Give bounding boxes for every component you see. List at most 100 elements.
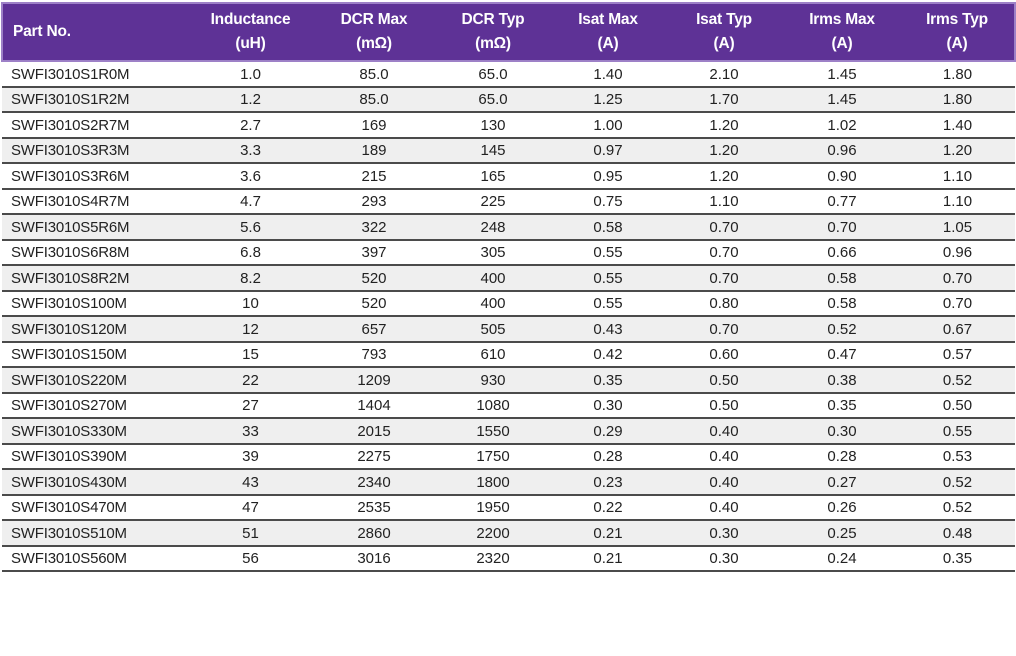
- cell-value: 215: [314, 163, 434, 190]
- cell-part-no: SWFI3010S220M: [2, 367, 187, 394]
- cell-value: 0.96: [784, 137, 900, 164]
- cell-value: 0.55: [552, 265, 664, 292]
- cell-part-no: SWFI3010S3R3M: [2, 137, 187, 164]
- cell-value: 1404: [314, 392, 434, 419]
- cell-value: 27: [187, 392, 314, 419]
- cell-value: 1.10: [900, 188, 1015, 215]
- cell-value: 657: [314, 316, 434, 343]
- cell-value: 0.35: [900, 545, 1015, 572]
- cell-value: 0.30: [664, 520, 784, 547]
- inductor-spec-table: Part No. Inductance (uH) DCR Max (mΩ) DC…: [1, 2, 1016, 572]
- cell-value: 0.53: [900, 443, 1015, 470]
- table-row: SWFI3010S220M 22 1209 930 0.35 0.50 0.38 0.52: [2, 367, 1015, 394]
- col-header-label: Isat Typ: [696, 10, 752, 28]
- cell-value: 0.26: [784, 494, 900, 521]
- col-header-dcr-max: DCR Max (mΩ): [314, 2, 434, 62]
- col-header-unit: (A): [831, 34, 853, 52]
- cell-value: 0.52: [900, 494, 1015, 521]
- cell-value: 1.40: [552, 61, 664, 88]
- cell-value: 85.0: [314, 61, 434, 88]
- table-row: SWFI3010S120M 12 657 505 0.43 0.70 0.52 0.67: [2, 316, 1015, 343]
- col-header-part-no: Part No.: [1, 2, 187, 62]
- cell-part-no: SWFI3010S510M: [2, 520, 187, 547]
- cell-value: 322: [314, 214, 434, 241]
- table-row: SWFI3010S4R7M 4.7 293 225 0.75 1.10 0.77 1.10: [2, 188, 1015, 215]
- cell-part-no: SWFI3010S1R2M: [2, 86, 187, 113]
- cell-value: 1.05: [900, 214, 1015, 241]
- cell-value: 8.2: [187, 265, 314, 292]
- cell-value: 0.35: [552, 367, 664, 394]
- cell-value: 1800: [434, 469, 552, 496]
- col-header-label: DCR Typ: [461, 10, 525, 28]
- cell-value: 10: [187, 290, 314, 317]
- col-header-label: DCR Max: [340, 10, 408, 28]
- cell-part-no: SWFI3010S8R2M: [2, 265, 187, 292]
- cell-value: 225: [434, 188, 552, 215]
- cell-part-no: SWFI3010S2R7M: [2, 112, 187, 139]
- cell-value: 1.45: [784, 61, 900, 88]
- cell-value: 520: [314, 290, 434, 317]
- cell-value: 1080: [434, 392, 552, 419]
- cell-value: 0.55: [552, 239, 664, 266]
- cell-value: 0.25: [784, 520, 900, 547]
- cell-value: 0.58: [784, 290, 900, 317]
- col-header-isat-max: Isat Max (A): [552, 2, 664, 62]
- cell-value: 1950: [434, 494, 552, 521]
- cell-value: 1.00: [552, 112, 664, 139]
- cell-value: 56: [187, 545, 314, 572]
- cell-value: 0.30: [664, 545, 784, 572]
- cell-value: 1.02: [784, 112, 900, 139]
- cell-value: 0.43: [552, 316, 664, 343]
- cell-value: 930: [434, 367, 552, 394]
- cell-value: 0.57: [900, 341, 1015, 368]
- cell-value: 0.70: [664, 214, 784, 241]
- cell-value: 0.75: [552, 188, 664, 215]
- cell-value: 0.22: [552, 494, 664, 521]
- col-header-irms-typ: Irms Typ (A): [900, 2, 1016, 62]
- cell-value: 0.40: [664, 494, 784, 521]
- table-row: SWFI3010S510M 51 2860 2200 0.21 0.30 0.25 0.48: [2, 520, 1015, 547]
- table-row: SWFI3010S3R6M 3.6 215 165 0.95 1.20 0.90 1.10: [2, 163, 1015, 190]
- cell-value: 1750: [434, 443, 552, 470]
- table-row: SWFI3010S470M 47 2535 1950 0.22 0.40 0.26 0.52: [2, 494, 1015, 521]
- col-header-irms-max: Irms Max (A): [784, 2, 900, 62]
- cell-value: 0.40: [664, 469, 784, 496]
- cell-part-no: SWFI3010S100M: [2, 290, 187, 317]
- cell-value: 610: [434, 341, 552, 368]
- cell-part-no: SWFI3010S1R0M: [2, 61, 187, 88]
- cell-value: 2.10: [664, 61, 784, 88]
- cell-part-no: SWFI3010S390M: [2, 443, 187, 470]
- cell-value: 189: [314, 137, 434, 164]
- cell-part-no: SWFI3010S330M: [2, 418, 187, 445]
- cell-value: 165: [434, 163, 552, 190]
- cell-value: 520: [314, 265, 434, 292]
- cell-value: 1.2: [187, 86, 314, 113]
- cell-value: 51: [187, 520, 314, 547]
- cell-value: 0.70: [664, 239, 784, 266]
- cell-value: 0.28: [784, 443, 900, 470]
- table-row: SWFI3010S1R2M 1.2 85.0 65.0 1.25 1.70 1.45 1.80: [2, 86, 1015, 113]
- cell-value: 0.77: [784, 188, 900, 215]
- cell-value: 169: [314, 112, 434, 139]
- cell-value: 0.50: [664, 392, 784, 419]
- cell-value: 0.38: [784, 367, 900, 394]
- cell-value: 4.7: [187, 188, 314, 215]
- cell-value: 0.40: [664, 418, 784, 445]
- cell-value: 0.30: [784, 418, 900, 445]
- cell-value: 47: [187, 494, 314, 521]
- cell-value: 293: [314, 188, 434, 215]
- cell-part-no: SWFI3010S430M: [2, 469, 187, 496]
- cell-value: 1.80: [900, 86, 1015, 113]
- table-row: SWFI3010S2R7M 2.7 169 130 1.00 1.20 1.02 1.40: [2, 112, 1015, 139]
- col-header-unit: (mΩ): [475, 34, 511, 52]
- cell-value: 505: [434, 316, 552, 343]
- cell-value: 397: [314, 239, 434, 266]
- cell-value: 1.80: [900, 61, 1015, 88]
- cell-value: 0.21: [552, 545, 664, 572]
- cell-value: 130: [434, 112, 552, 139]
- cell-value: 1.10: [664, 188, 784, 215]
- cell-value: 0.55: [900, 418, 1015, 445]
- table-row: SWFI3010S560M 56 3016 2320 0.21 0.30 0.24 0.35: [2, 545, 1015, 572]
- table-row: SWFI3010S3R3M 3.3 189 145 0.97 1.20 0.96 1.20: [2, 137, 1015, 164]
- cell-value: 1.10: [900, 163, 1015, 190]
